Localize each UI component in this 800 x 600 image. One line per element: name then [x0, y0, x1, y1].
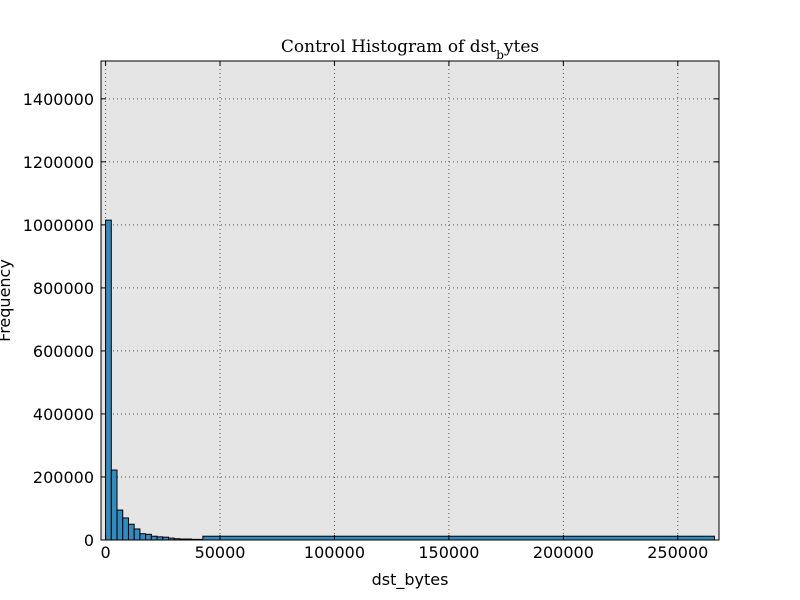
x-tick-label: 0: [100, 543, 110, 562]
chart-title: Control Histogram of dstbytes: [281, 37, 539, 62]
chart-title-main: Control Histogram of dst: [281, 37, 496, 57]
y-tick-label: 800000: [33, 279, 94, 298]
y-tick-label: 1200000: [23, 153, 94, 172]
chart-title-subscript: b: [496, 48, 504, 62]
histogram-bar: [127, 523, 135, 541]
y-tick-label: 400000: [33, 405, 94, 424]
histogram-bar: [139, 533, 147, 541]
histogram-bar: [150, 535, 158, 541]
x-tick-label: 50000: [195, 543, 246, 562]
histogram-bar: [110, 469, 118, 541]
x-axis-label: dst_bytes: [372, 570, 449, 590]
plot-frame: [100, 60, 720, 541]
histogram-bar: [105, 219, 112, 541]
x-tick-label: 100000: [304, 543, 365, 562]
x-tick-label: 200000: [533, 543, 594, 562]
axis-ticks: [101, 61, 719, 541]
y-axis-label: Frequency: [0, 259, 14, 342]
tick-labels: 0 50000 100000 150000 200000 250000 0 200000 400…: [23, 90, 709, 562]
plot-area: [101, 61, 719, 540]
y-tick-label: 0: [84, 531, 94, 550]
y-tick-label: 600000: [33, 342, 94, 361]
histogram-bar: [122, 517, 129, 541]
x-tick-label: 150000: [418, 543, 479, 562]
x-tick-label: 250000: [647, 543, 708, 562]
chart-title-suffix: ytes: [503, 37, 539, 57]
y-tick-label: 1000000: [23, 216, 94, 235]
histogram-bar: [202, 535, 715, 541]
y-tick-label: 1400000: [23, 90, 94, 109]
y-tick-label: 200000: [33, 468, 94, 487]
histogram-bar: [145, 533, 152, 541]
histogram-bar: [116, 509, 124, 541]
histogram-bar: [133, 528, 141, 541]
